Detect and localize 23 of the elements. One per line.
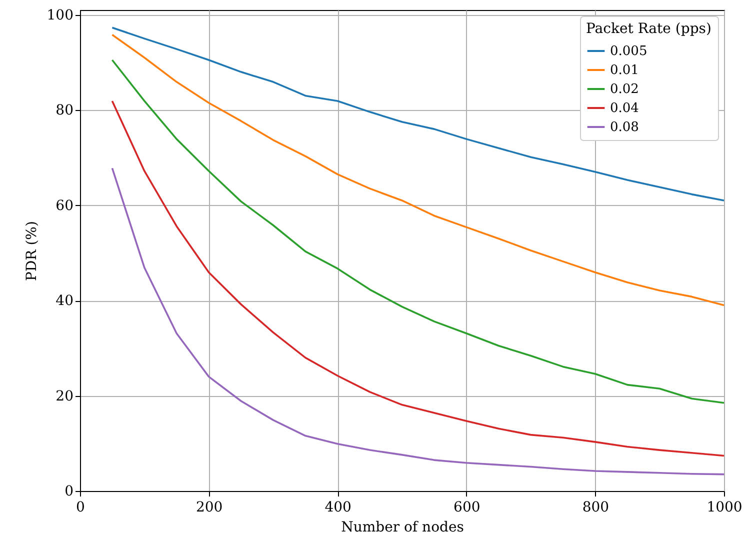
x-tick-label: 1000 (706, 500, 742, 516)
y-tick-label: 0 (64, 484, 74, 500)
y-tick-label: 100 (46, 7, 74, 24)
line-series (111, 167, 725, 476)
legend-label: 0.005 (610, 44, 648, 59)
y-tick-label: 20 (56, 388, 74, 404)
y-tick-label: 60 (56, 198, 74, 214)
line-series (111, 59, 725, 404)
legend-label: 0.04 (610, 101, 639, 116)
x-tick-label: 600 (454, 500, 480, 516)
y-axis-title: PDR (%) (24, 221, 40, 281)
legend-label: 0.02 (610, 82, 639, 97)
line-series (111, 100, 725, 457)
y-tick-label: 80 (56, 102, 74, 119)
x-tick-label: 0 (76, 500, 85, 516)
legend-title: Packet Rate (pps) (586, 21, 712, 37)
x-axis-title: Number of nodes (341, 520, 464, 536)
x-tick-label: 200 (196, 500, 223, 516)
x-tick-label: 800 (582, 500, 610, 516)
y-tick-label: 40 (56, 293, 74, 310)
x-tick-label: 400 (324, 500, 352, 516)
legend-label: 0.01 (610, 63, 639, 78)
legend-label: 0.08 (610, 120, 639, 135)
